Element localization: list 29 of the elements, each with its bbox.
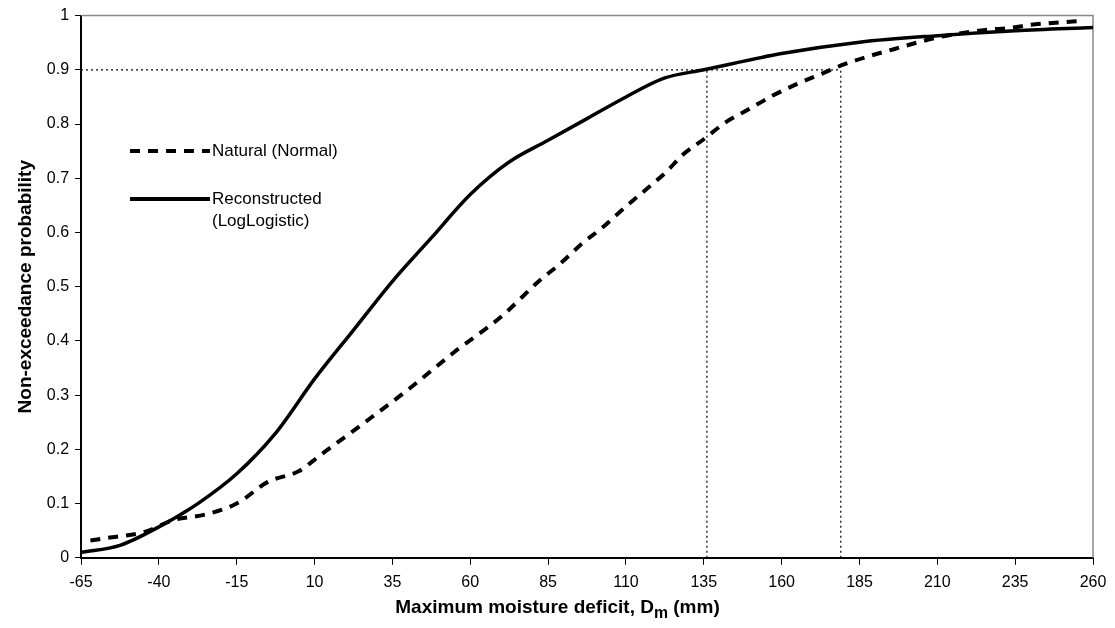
x-tick-label: 185 — [846, 572, 873, 590]
y-tick-label: 0.7 — [46, 168, 70, 186]
x-tick-label: -40 — [147, 572, 171, 590]
x-tick-label: -65 — [69, 572, 93, 590]
y-tick-label: 0.2 — [46, 439, 70, 457]
x-tick-label: 260 — [1079, 572, 1107, 590]
y-tick-label: 0 — [60, 548, 70, 566]
y-tick-label: 0.4 — [46, 331, 70, 349]
y-tick-label: 1 — [60, 6, 70, 24]
x-tick-label: 110 — [613, 572, 639, 590]
x-tick-label: 60 — [461, 572, 480, 590]
x-tick-label: 85 — [539, 572, 558, 590]
legend-label: Natural (Normal) — [212, 140, 339, 162]
y-axis-title: Non-exceedance probability — [13, 159, 35, 414]
y-tick-label: 0.9 — [46, 60, 70, 78]
x-tick-label: 10 — [305, 572, 324, 590]
x-tick-label: 160 — [768, 572, 796, 590]
y-tick-label: 0.5 — [46, 277, 70, 295]
y-tick-label: 0.6 — [46, 222, 70, 240]
x-tick-label: 35 — [383, 572, 402, 590]
x-tick-label: 135 — [690, 572, 718, 590]
x-tick-label: 210 — [923, 572, 951, 590]
x-axis-title: Maximum moisture deficit, D$_{m}$ (mm) — [394, 596, 721, 622]
legend-label: Reconstructed (LogLogistic) — [212, 188, 323, 232]
x-tick-label: -15 — [225, 572, 249, 590]
y-tick-label: 0.1 — [46, 493, 70, 511]
y-tick-label: 0.3 — [46, 385, 70, 403]
y-tick-label: 0.8 — [46, 114, 70, 132]
x-tick-label: 235 — [1001, 572, 1029, 590]
